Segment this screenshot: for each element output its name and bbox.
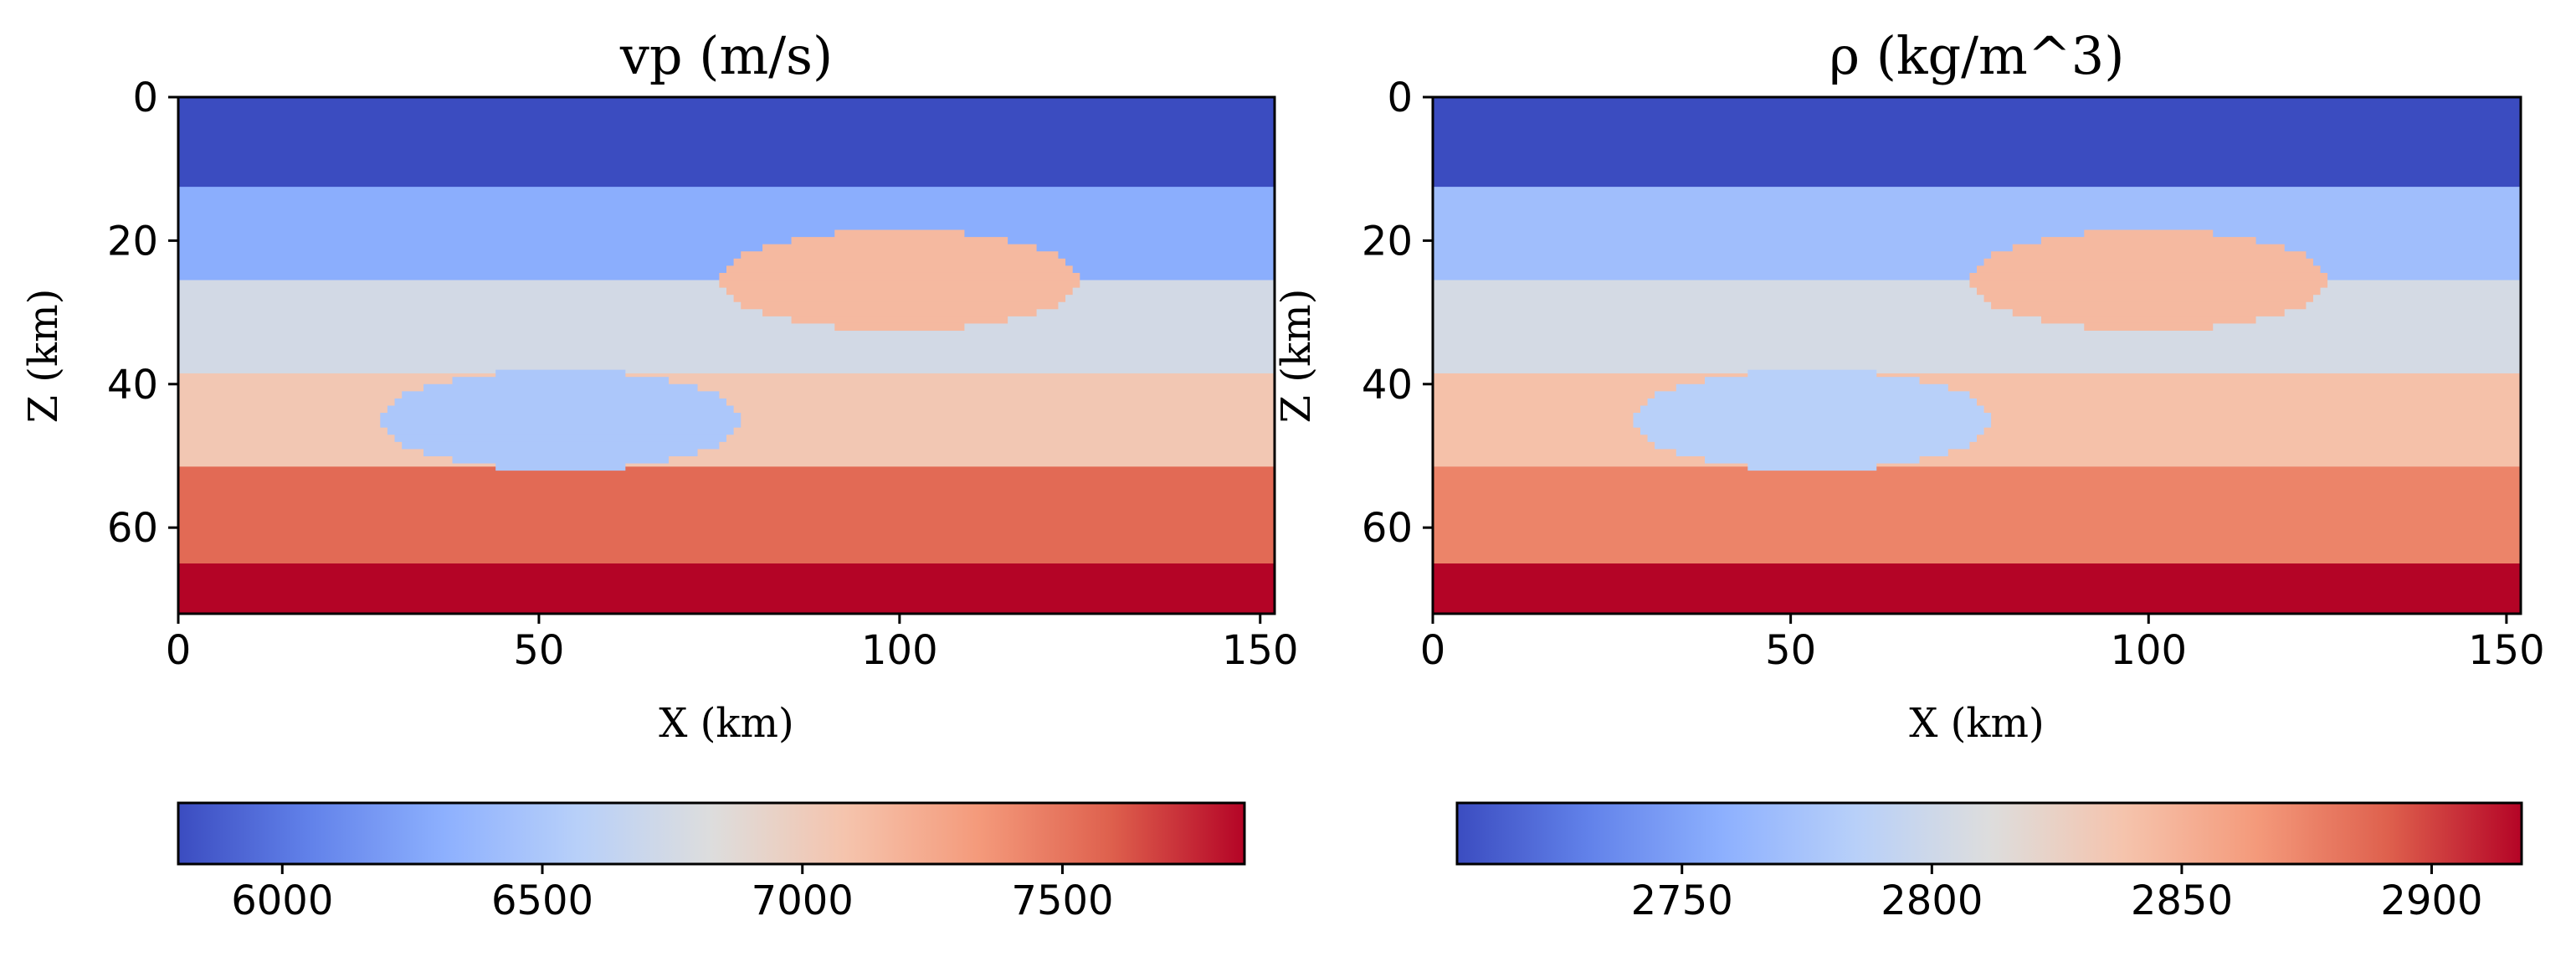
y-tick-label: 40 [107, 362, 158, 409]
colorbar-tick-label: 7000 [752, 877, 854, 924]
x-axis-label: X (km) [659, 700, 793, 747]
x-tick-label: 150 [2468, 627, 2545, 674]
colorbar-tick-label: 7500 [1011, 877, 1113, 924]
x-tick-label: 50 [1765, 627, 1816, 674]
y-axis-label: Z (km) [20, 289, 67, 424]
y-tick-label: 20 [1362, 218, 1413, 265]
x-axis: 0 50 100 150 [1420, 614, 2545, 674]
layer-1 [1433, 187, 2521, 281]
layer-2 [1433, 280, 2521, 374]
layer-1 [178, 187, 1275, 281]
panel-title: vp (m/s) [619, 25, 833, 86]
y-axis-label: Z (km) [1273, 289, 1320, 424]
colorbar-frame [1455, 801, 2523, 866]
colorbar-ticks: 6000 6500 7000 7500 [231, 864, 1114, 924]
layer-0 [178, 97, 1275, 188]
x-tick-label: 150 [1222, 627, 1299, 674]
layer-4 [178, 466, 1275, 564]
panel-title: ρ (kg/m^3) [1829, 25, 2125, 86]
panel-vp: vp (m/s) 0 50 100 150 0 20 40 60 X (km) Z (km)… [20, 25, 1299, 924]
colorbar-gradient [178, 803, 1244, 864]
colorbar-tick-label: 2900 [2380, 877, 2482, 924]
anomaly-0 [1969, 229, 2328, 332]
y-tick-label: 60 [1362, 505, 1413, 552]
panel-density: ρ (kg/m^3) 0 50 100 150 0 20 40 60 X (km) Z (k… [1273, 25, 2545, 924]
plot-frame [177, 95, 1276, 615]
layer-4 [1433, 466, 2521, 564]
y-tick-label: 60 [107, 505, 158, 552]
layer-5 [1433, 563, 2521, 615]
y-axis: 0 20 40 60 [107, 75, 178, 552]
anomaly-group [380, 229, 1080, 471]
anomaly-group [1633, 229, 2328, 471]
layer-5 [178, 563, 1275, 615]
colorbar-gradient [1457, 803, 2522, 864]
colorbar: 6000 6500 7000 7500 [177, 801, 1246, 924]
x-tick-label: 100 [861, 627, 938, 674]
x-axis: 0 50 100 150 [166, 614, 1299, 674]
y-tick-label: 20 [107, 218, 158, 265]
model-image [1433, 97, 2521, 615]
anomaly-1 [380, 369, 741, 471]
x-axis-label: X (km) [1909, 700, 2044, 747]
y-tick-label: 0 [132, 75, 158, 121]
y-axis: 0 20 40 60 [1362, 75, 1433, 552]
x-tick-label: 50 [513, 627, 564, 674]
layer-2 [178, 280, 1275, 374]
y-tick-label: 40 [1362, 362, 1413, 409]
anomaly-1 [1633, 369, 1992, 471]
layer-0 [1433, 97, 2521, 188]
colorbar: 2750 2800 2850 2900 [1455, 801, 2523, 924]
colorbar-frame [177, 801, 1246, 866]
x-tick-label: 0 [1420, 627, 1446, 674]
plot-frame [1431, 95, 2522, 615]
y-tick-label: 0 [1387, 75, 1413, 121]
anomaly-0 [719, 229, 1080, 332]
colorbar-tick-label: 2750 [1631, 877, 1733, 924]
x-tick-label: 0 [166, 627, 192, 674]
colorbar-tick-label: 6000 [231, 877, 333, 924]
model-image [178, 97, 1275, 615]
x-tick-label: 100 [2110, 627, 2187, 674]
colorbar-tick-label: 2850 [2131, 877, 2233, 924]
colorbar-tick-label: 2800 [1881, 877, 1983, 924]
colorbar-ticks: 2750 2800 2850 2900 [1631, 864, 2483, 924]
colorbar-tick-label: 6500 [491, 877, 593, 924]
